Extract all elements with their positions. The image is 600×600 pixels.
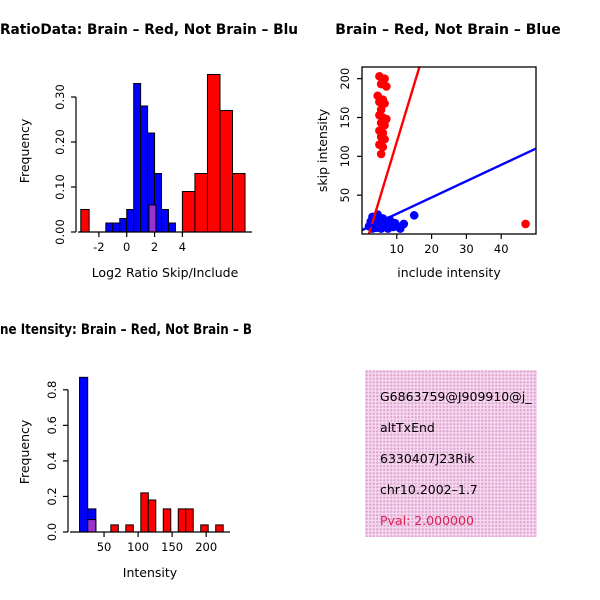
overlap-hist-bar: [87, 519, 97, 533]
x-axis-label: Intensity: [123, 565, 178, 580]
gene-event-type: altTxEnd: [380, 420, 435, 435]
chart-title: RatioData: Brain – Red, Not Brain – Blu: [0, 22, 298, 38]
brain-red-hist-bar: [200, 524, 209, 533]
brain-red-hist-bar: [206, 74, 221, 233]
y-tick-label: 0.20: [53, 129, 67, 155]
brain-red-point: [378, 142, 388, 152]
y-tick-label: 0.8: [45, 381, 59, 399]
x-tick-label: 10: [389, 242, 404, 256]
panel-intensity-scatter: Brain – Red, Not Brain – Blue include int…: [300, 0, 600, 300]
x-tick-label: 200: [195, 540, 217, 554]
brain-red-hist-bar: [162, 508, 172, 533]
panel-gene-info: G6863759@J909910@j_ altTxEnd 6330407J23R…: [300, 300, 600, 600]
gene-probe-id: G6863759@J909910@j_: [380, 389, 532, 404]
y-axis-label: skip intensity: [315, 108, 330, 192]
y-axis-label: Frequency: [17, 419, 32, 484]
notbrain-blue-point: [399, 219, 409, 229]
y-tick-label: 0.2: [45, 487, 59, 505]
brain-red-hist-bar: [215, 524, 224, 533]
brain-red-hist-bar: [232, 173, 246, 233]
brain-red-hist-bar: [177, 508, 187, 533]
intensity-histogram-chart: ne Itensity: Brain – Red, Not Brain – B I…: [0, 322, 252, 580]
overlap-hist-bar: [148, 204, 157, 233]
y-tick-label: 0.4: [45, 452, 59, 470]
x-axis-label: Log2 Ratio Skip/Include: [92, 265, 239, 280]
brain-red-hist-bar: [219, 110, 234, 233]
x-tick-label: 100: [127, 540, 149, 554]
panel-log2ratio-histogram: RatioData: Brain – Red, Not Brain – Blu L…: [0, 0, 300, 300]
y-axis-label: Frequency: [17, 118, 32, 183]
notbrain-blue-hist-bar: [133, 83, 142, 233]
x-tick-label: 2: [151, 240, 158, 254]
y-tick-label: 150: [338, 107, 352, 129]
notbrain-blue-hist-bar: [140, 105, 149, 233]
brain-red-hist-bar: [80, 209, 90, 233]
intensity-scatter-chart: Brain – Red, Not Brain – Blue include int…: [315, 22, 561, 280]
chart-title: ne Itensity: Brain – Red, Not Brain – B: [0, 322, 252, 338]
x-axis-label: include intensity: [397, 265, 501, 280]
chart-title: Brain – Red, Not Brain – Blue: [335, 22, 560, 38]
gene-pval: Pval: 2.000000: [380, 513, 474, 528]
plot-box: [361, 66, 537, 235]
notbrain-blue-hist-bar: [161, 209, 169, 233]
brain-red-hist-bar: [194, 173, 208, 233]
x-tick-label: 30: [459, 242, 474, 256]
y-tick-label: 100: [338, 145, 352, 167]
y-tick-label: 50: [338, 188, 352, 203]
notbrain-blue-point: [409, 211, 419, 220]
x-tick-label: 20: [424, 242, 439, 256]
notbrain-blue-hist-bar: [79, 376, 89, 533]
brain-red-fit-line: [367, 66, 421, 235]
brain-red-hist-bar: [185, 508, 194, 533]
brain-red-hist-bar: [140, 492, 149, 533]
x-tick-label: 40: [494, 242, 509, 256]
brain-red-hist-bar: [125, 524, 134, 533]
gene-locus: chr10.2002–1.7: [380, 482, 478, 497]
notbrain-blue-hist-bar: [119, 218, 128, 233]
brain-red-hist-bar: [110, 524, 119, 533]
notbrain-blue-hist-bar: [105, 222, 114, 233]
notbrain-blue-hist-bar: [112, 222, 121, 233]
brain-red-point: [380, 134, 389, 144]
x-tick-label: -2: [93, 240, 104, 254]
notbrain-blue-hist-bar: [167, 222, 176, 233]
gene-symbol: 6330407J23Rik: [380, 451, 475, 466]
x-tick-label: 0: [123, 240, 130, 254]
x-tick-label: 4: [179, 240, 186, 254]
brain-red-hist-bar: [147, 499, 157, 533]
brain-red-point: [382, 82, 391, 91]
y-tick-label: 0.0: [45, 523, 59, 541]
gene-info-box: G6863759@J909910@j_ altTxEnd 6330407J23R…: [365, 370, 537, 537]
panel-intensity-histogram: ne Itensity: Brain – Red, Not Brain – B I…: [0, 300, 300, 600]
y-tick-label: 200: [338, 68, 352, 90]
x-tick-label: 50: [97, 540, 112, 554]
y-tick-label: 0.6: [45, 416, 59, 434]
notbrain-blue-fit-line: [361, 147, 537, 232]
brain-red-point: [521, 219, 530, 229]
y-tick-label: 0.00: [53, 219, 67, 245]
x-tick-label: 150: [161, 540, 183, 554]
brain-red-hist-bar: [181, 191, 196, 233]
brain-red-point: [376, 149, 386, 159]
y-tick-label: 0.30: [53, 84, 67, 110]
y-tick-label: 0.10: [53, 174, 67, 200]
notbrain-blue-hist-bar: [126, 209, 135, 233]
brain-red-point: [380, 120, 389, 130]
log2ratio-histogram-chart: RatioData: Brain – Red, Not Brain – Blu L…: [0, 22, 298, 280]
